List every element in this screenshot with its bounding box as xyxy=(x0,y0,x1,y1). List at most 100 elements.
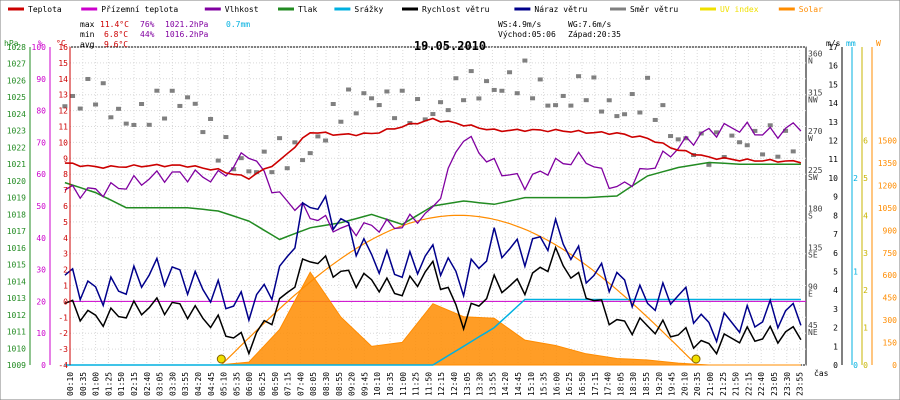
x-axis-tick: 01:00 xyxy=(92,372,101,396)
degc-axis-tick: 15 xyxy=(58,59,68,68)
dir-axis-tick: SE xyxy=(808,251,818,260)
uv-axis-tick: 3 xyxy=(863,249,868,258)
stat-max-press: 1021.2hPa xyxy=(165,20,209,29)
pct-axis-tick: 70 xyxy=(36,138,46,147)
legend-label: Směr větru xyxy=(630,5,678,14)
x-axis-tick: 06:50 xyxy=(271,372,280,396)
ms-axis-tick: 14 xyxy=(828,99,838,108)
wind-direction-mark xyxy=(284,166,290,171)
wind-direction-mark xyxy=(706,162,712,167)
stat-min-press: 1016.2hPa xyxy=(165,30,209,39)
x-axis-tick: 11:25 xyxy=(412,372,421,396)
hpa-axis-unit: hPa xyxy=(4,39,19,48)
wind-direction-mark xyxy=(790,149,796,154)
x-axis-tick: 03:30 xyxy=(168,372,177,396)
x-axis-tick: 09:20 xyxy=(348,372,357,396)
wind-direction-mark xyxy=(645,75,651,80)
degc-axis-tick: 8 xyxy=(63,170,68,179)
w-axis-tick: 900 xyxy=(883,226,898,235)
x-axis-tick: 15:35 xyxy=(540,372,549,396)
ms-axis-tick: 8 xyxy=(833,211,838,220)
dir-axis-tick: E xyxy=(808,289,813,298)
hpa-axis-tick: 1009 xyxy=(7,361,26,370)
w-axis-tick: 1050 xyxy=(878,204,897,213)
degc-axis-tick: 12 xyxy=(58,107,68,116)
wind-direction-mark xyxy=(430,112,436,117)
wind-direction-mark xyxy=(177,103,183,108)
x-axis-tick: 22:15 xyxy=(744,372,753,396)
dir-axis-tick: 315 xyxy=(808,88,823,97)
legend-label: Teplota xyxy=(28,5,62,14)
wind-direction-mark xyxy=(116,106,122,111)
wind-direction-mark xyxy=(346,87,352,92)
x-axis-tick: 02:40 xyxy=(143,372,152,396)
hpa-axis-tick: 1021 xyxy=(7,160,26,169)
dir-axis-tick: NE xyxy=(808,328,818,337)
degc-axis-tick: 9 xyxy=(63,154,68,163)
stat-avg-label: avg xyxy=(80,40,95,49)
wind-direction-mark xyxy=(606,98,612,103)
series-line-rychlost-v-tru xyxy=(64,245,802,356)
x-axis-tick: 17:15 xyxy=(591,372,600,396)
x-axis-tick: 23:30 xyxy=(783,372,792,396)
dir-axis-tick: NW xyxy=(808,95,818,104)
dir-axis-tick: S xyxy=(808,212,813,221)
hpa-axis-tick: 1023 xyxy=(7,127,26,136)
uv-axis-tick: 5 xyxy=(863,174,868,183)
x-axis-tick: 00:35 xyxy=(79,372,88,396)
degc-axis-tick: -1 xyxy=(58,313,68,322)
hpa-axis-tick: 1017 xyxy=(7,227,26,236)
stat-min-temp: 6.8°C xyxy=(104,30,128,39)
degc-axis-tick: -2 xyxy=(58,329,68,338)
x-axis-tick: 11:00 xyxy=(399,372,408,396)
x-axis-tick: 08:55 xyxy=(335,372,344,396)
wind-direction-mark xyxy=(775,154,781,159)
w-axis-tick: 300 xyxy=(883,316,898,325)
ms-axis-tick: 13 xyxy=(828,118,838,127)
hpa-axis-tick: 1012 xyxy=(7,311,26,320)
wind-direction-mark xyxy=(231,167,237,172)
x-axis-tick: 22:40 xyxy=(757,372,766,396)
wind-direction-mark xyxy=(760,152,766,157)
wind-direction-mark xyxy=(269,170,275,175)
wind-direction-mark xyxy=(668,134,674,139)
hpa-axis-tick: 1015 xyxy=(7,261,26,270)
x-axis-tick: 20:35 xyxy=(693,372,702,396)
ms-axis-tick: 7 xyxy=(833,230,838,239)
x-axis-tick: 18:55 xyxy=(642,372,651,396)
pct-axis-tick: 80 xyxy=(36,107,46,116)
wind-direction-mark xyxy=(453,76,459,81)
x-axis-tick: 07:15 xyxy=(284,372,293,396)
wind-direction-mark xyxy=(277,136,283,141)
x-axis-label: čas xyxy=(814,368,829,378)
wind-direction-mark xyxy=(438,100,444,105)
hpa-axis-tick: 1010 xyxy=(7,344,26,353)
wind-direction-mark xyxy=(583,98,589,103)
x-axis-tick: 10:10 xyxy=(373,372,382,396)
dir-axis-tick: 180 xyxy=(808,205,823,214)
ms-axis-tick: 1 xyxy=(833,342,838,351)
x-axis-tick: 16:00 xyxy=(552,372,561,396)
wind-gust-max: WG:7.6m/s xyxy=(568,20,612,29)
wind-direction-mark xyxy=(139,102,145,107)
wind-direction-mark xyxy=(415,97,421,102)
ms-axis-tick: 11 xyxy=(828,155,838,164)
ms-axis-tick: 17 xyxy=(828,43,838,52)
w-axis-tick: 1350 xyxy=(878,159,897,168)
wind-direction-mark xyxy=(461,98,467,103)
hpa-axis-tick: 1025 xyxy=(7,93,26,102)
mm-axis-tick: 0 xyxy=(853,361,858,370)
wind-direction-mark xyxy=(530,96,536,101)
hpa-axis-tick: 1014 xyxy=(7,277,26,286)
wind-direction-mark xyxy=(215,158,221,163)
x-axis-tick: 05:35 xyxy=(232,372,241,396)
sunset-time: Západ:20:35 xyxy=(568,30,621,39)
wind-direction-mark xyxy=(85,76,91,81)
wind-direction-mark xyxy=(154,88,160,93)
hpa-axis-tick: 1013 xyxy=(7,294,26,303)
ms-axis-tick: 5 xyxy=(833,267,838,276)
w-axis-tick: 0 xyxy=(892,361,897,370)
wind-direction-mark xyxy=(476,96,482,101)
dir-axis-tick: SW xyxy=(808,173,818,182)
